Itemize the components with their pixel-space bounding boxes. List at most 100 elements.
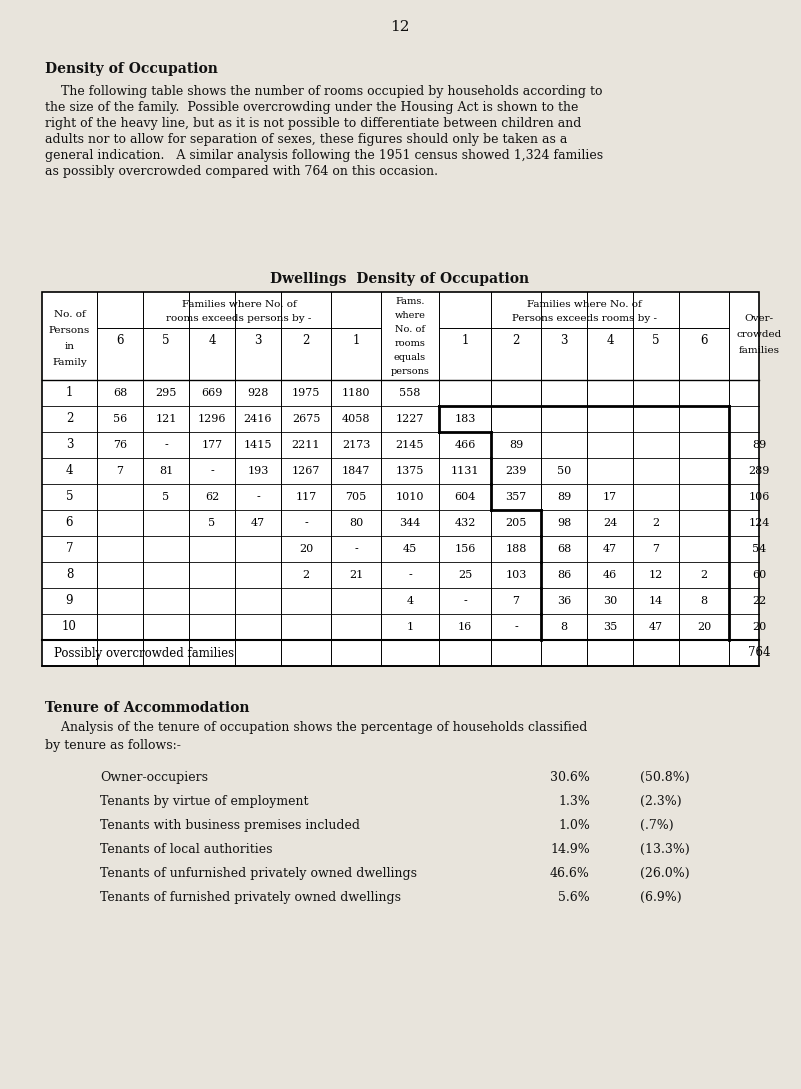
Text: 5: 5 <box>66 490 73 503</box>
Text: Families where No. of: Families where No. of <box>526 299 642 309</box>
Text: 81: 81 <box>159 466 173 476</box>
Text: 1296: 1296 <box>198 414 226 424</box>
Text: 89: 89 <box>752 440 766 450</box>
Text: 47: 47 <box>603 544 617 554</box>
Text: 1267: 1267 <box>292 466 320 476</box>
Text: 36: 36 <box>557 596 571 605</box>
Text: 3: 3 <box>560 334 568 347</box>
Text: Tenants of unfurnished privately owned dwellings: Tenants of unfurnished privately owned d… <box>100 867 417 880</box>
Text: 7: 7 <box>116 466 123 476</box>
Text: 193: 193 <box>248 466 268 476</box>
Text: 5: 5 <box>208 518 215 528</box>
Text: families: families <box>739 346 779 355</box>
Text: Density of Occupation: Density of Occupation <box>45 62 218 76</box>
Text: 669: 669 <box>201 388 223 397</box>
Text: 4: 4 <box>208 334 215 347</box>
Text: Families where No. of: Families where No. of <box>182 299 296 309</box>
Text: 177: 177 <box>201 440 223 450</box>
Text: 3: 3 <box>254 334 262 347</box>
Text: 2: 2 <box>513 334 520 347</box>
Text: 2675: 2675 <box>292 414 320 424</box>
Text: Possibly overcrowded families: Possibly overcrowded families <box>54 647 234 660</box>
Text: Tenants of furnished privately owned dwellings: Tenants of furnished privately owned dwe… <box>100 891 401 904</box>
Text: (13.3%): (13.3%) <box>640 843 690 856</box>
Text: adults nor to allow for separation of sexes, these figures should only be taken : adults nor to allow for separation of se… <box>45 133 567 146</box>
Text: Tenants with business premises included: Tenants with business premises included <box>100 819 360 832</box>
Text: 7: 7 <box>653 544 659 554</box>
Text: 5: 5 <box>163 492 170 502</box>
Text: rooms exceeds persons by -: rooms exceeds persons by - <box>167 314 312 323</box>
Text: (50.8%): (50.8%) <box>640 771 690 784</box>
Text: 289: 289 <box>748 466 770 476</box>
Text: as possibly overcrowded compared with 764 on this occasion.: as possibly overcrowded compared with 76… <box>45 166 438 178</box>
Text: 1180: 1180 <box>342 388 370 397</box>
Text: 35: 35 <box>603 622 617 632</box>
Text: -: - <box>354 544 358 554</box>
Text: 1: 1 <box>66 387 73 400</box>
Text: Persons exceeds rooms by -: Persons exceeds rooms by - <box>512 314 657 323</box>
Text: 45: 45 <box>403 544 417 554</box>
Text: 6: 6 <box>700 334 708 347</box>
Text: 22: 22 <box>752 596 766 605</box>
Text: by tenure as follows:-: by tenure as follows:- <box>45 739 181 752</box>
Text: 106: 106 <box>748 492 770 502</box>
Text: 344: 344 <box>400 518 421 528</box>
Text: 1227: 1227 <box>396 414 425 424</box>
Text: 60: 60 <box>752 570 766 580</box>
Text: 14.9%: 14.9% <box>550 843 590 856</box>
Text: 25: 25 <box>458 570 472 580</box>
Text: 5.6%: 5.6% <box>558 891 590 904</box>
Text: 1415: 1415 <box>244 440 272 450</box>
Text: 8: 8 <box>561 622 568 632</box>
Text: 1.3%: 1.3% <box>558 795 590 808</box>
Text: 121: 121 <box>155 414 177 424</box>
Text: 705: 705 <box>345 492 367 502</box>
Text: general indication.   A similar analysis following the 1951 census showed 1,324 : general indication. A similar analysis f… <box>45 149 603 162</box>
Text: 46.6%: 46.6% <box>550 867 590 880</box>
Text: the size of the family.  Possible overcrowding under the Housing Act is shown to: the size of the family. Possible overcro… <box>45 101 578 114</box>
Text: 2: 2 <box>302 334 310 347</box>
Text: 1847: 1847 <box>342 466 370 476</box>
Text: 14: 14 <box>649 596 663 605</box>
Text: (2.3%): (2.3%) <box>640 795 682 808</box>
Text: 295: 295 <box>155 388 177 397</box>
Text: 76: 76 <box>113 440 127 450</box>
Text: right of the heavy line, but as it is not possible to differentiate between chil: right of the heavy line, but as it is no… <box>45 117 582 130</box>
Text: No. of: No. of <box>54 310 86 319</box>
Text: 5: 5 <box>652 334 660 347</box>
Text: 47: 47 <box>649 622 663 632</box>
Text: 68: 68 <box>557 544 571 554</box>
Text: persons: persons <box>391 367 429 376</box>
Text: The following table shows the number of rooms occupied by households according t: The following table shows the number of … <box>45 85 602 98</box>
Text: 24: 24 <box>603 518 617 528</box>
Text: 5: 5 <box>163 334 170 347</box>
Text: -: - <box>210 466 214 476</box>
Text: 239: 239 <box>505 466 527 476</box>
Text: 3: 3 <box>66 439 73 452</box>
Text: 12: 12 <box>390 20 410 34</box>
Text: 1131: 1131 <box>451 466 479 476</box>
Text: 7: 7 <box>513 596 520 605</box>
Text: 20: 20 <box>299 544 313 554</box>
Text: 80: 80 <box>349 518 363 528</box>
Text: 2173: 2173 <box>342 440 370 450</box>
Text: 56: 56 <box>113 414 127 424</box>
Text: 2: 2 <box>66 413 73 426</box>
Text: 558: 558 <box>400 388 421 397</box>
Text: 6: 6 <box>66 516 73 529</box>
Text: 10: 10 <box>62 621 77 634</box>
Text: 89: 89 <box>509 440 523 450</box>
Text: 6: 6 <box>116 334 123 347</box>
Text: 1.0%: 1.0% <box>558 819 590 832</box>
Text: 764: 764 <box>748 647 771 660</box>
Text: rooms: rooms <box>395 339 425 348</box>
Text: Tenants of local authorities: Tenants of local authorities <box>100 843 272 856</box>
Text: 17: 17 <box>603 492 617 502</box>
Text: 2: 2 <box>653 518 659 528</box>
Text: -: - <box>164 440 168 450</box>
Text: 46: 46 <box>603 570 617 580</box>
Text: 4: 4 <box>66 465 73 477</box>
Text: 1: 1 <box>406 622 413 632</box>
Text: where: where <box>395 311 425 320</box>
Text: in: in <box>65 342 74 351</box>
